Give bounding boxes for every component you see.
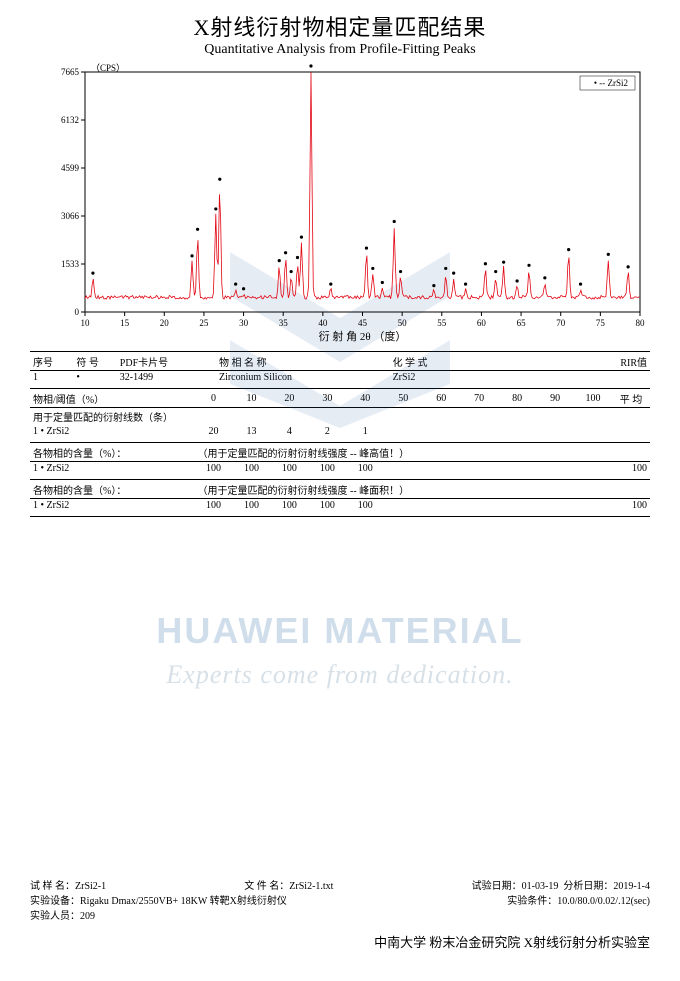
file-name: 文 件 名：ZrSi2-1.txt — [244, 877, 333, 892]
svg-text:20: 20 — [160, 318, 170, 328]
svg-text:衍 射 角 2θ （度）: 衍 射 角 2θ （度） — [319, 329, 407, 342]
sample-name: 试 样 名：ZrSi2-1 — [30, 877, 106, 892]
svg-text:70: 70 — [556, 318, 566, 328]
lab-name: 中南大学 粉末冶金研究院 X射线衍射分析实验室 — [30, 932, 650, 951]
page-root: HUAWEI MATERIAL Experts come from dedica… — [0, 10, 680, 981]
svg-text:40: 40 — [318, 318, 328, 328]
watermark-line2: Experts come from dedication. — [0, 660, 680, 690]
svg-text:35: 35 — [279, 318, 289, 328]
svg-text:10: 10 — [81, 318, 91, 328]
svg-text:0: 0 — [75, 307, 80, 317]
svg-text:80: 80 — [636, 318, 646, 328]
svg-text:6132: 6132 — [61, 115, 79, 125]
svg-text:3066: 3066 — [61, 211, 80, 221]
xrd-chart: 0 1533 3066 4599 6132 7665 10 15 20 25 30 35 40 45 50 5… — [40, 62, 650, 345]
svg-text:25: 25 — [199, 318, 209, 328]
svg-text:60: 60 — [477, 318, 487, 328]
svg-text:75: 75 — [596, 318, 606, 328]
content-area-table: 各物相的含量（%）：（用于定量匹配的衍射衍射线强度 -- 峰面积！）1 • Zr… — [30, 481, 650, 512]
footer-block: 试 样 名：ZrSi2-1 文 件 名：ZrSi2-1.txt 试验日期：01-… — [30, 877, 650, 951]
conditions: 实验条件：10.0/80.0/0.02/.12(sec) — [507, 892, 650, 907]
equipment: 实验设备：Rigaku Dmax/2550VB+ 18KW 转靶X射线衍射仪 — [30, 892, 287, 907]
svg-text:（CPS）: （CPS） — [91, 63, 125, 73]
svg-text:7665: 7665 — [61, 67, 80, 77]
operator: 实验人员：209 — [30, 907, 95, 922]
svg-text:1533: 1533 — [61, 259, 80, 269]
svg-text:• -- ZrSi2: • -- ZrSi2 — [594, 78, 628, 88]
svg-text:4599: 4599 — [61, 163, 80, 173]
test-date: 试验日期：01-03-19 分析日期：2019-1-4 — [472, 877, 650, 892]
svg-text:15: 15 — [120, 318, 129, 328]
svg-text:45: 45 — [358, 318, 368, 328]
svg-text:30: 30 — [239, 318, 249, 328]
watermark-line1: HUAWEI MATERIAL — [0, 610, 680, 652]
title-english: Quantitative Analysis from Profile-Fitti… — [0, 42, 680, 58]
svg-text:55: 55 — [437, 318, 447, 328]
content-height-table: 各物相的含量（%）：（用于定量匹配的衍射衍射线强度 -- 峰高值！）1 • Zr… — [30, 444, 650, 475]
svg-text:50: 50 — [398, 318, 408, 328]
svg-text:65: 65 — [517, 318, 527, 328]
title-chinese: X射线衍射物相定量匹配结果 — [0, 10, 680, 42]
watermark-text: HUAWEI MATERIAL Experts come from dedica… — [0, 610, 680, 690]
